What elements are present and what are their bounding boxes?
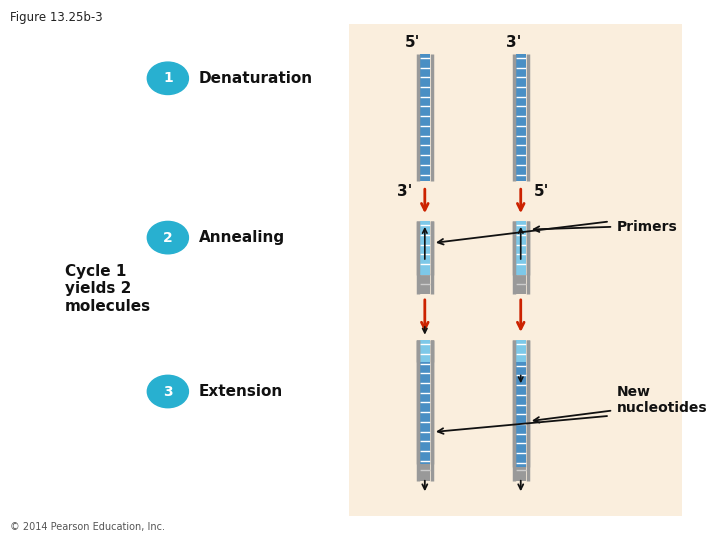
Text: Cycle 1
yields 2
molecules: Cycle 1 yields 2 molecules <box>65 264 151 314</box>
Bar <box>516 221 526 294</box>
Text: New
nucleotides: New nucleotides <box>616 384 707 415</box>
Bar <box>420 221 430 294</box>
Text: 3': 3' <box>506 35 521 50</box>
Bar <box>420 221 430 275</box>
Text: Extension: Extension <box>199 384 283 399</box>
Bar <box>420 340 430 481</box>
Bar <box>420 340 430 464</box>
Text: 5': 5' <box>405 35 420 50</box>
Bar <box>516 362 526 467</box>
Circle shape <box>148 375 189 408</box>
Text: Denaturation: Denaturation <box>199 71 312 86</box>
Text: Figure 13.25b-3: Figure 13.25b-3 <box>10 11 103 24</box>
Circle shape <box>148 62 189 94</box>
Bar <box>516 340 526 481</box>
Bar <box>516 221 526 275</box>
Text: 3: 3 <box>163 384 173 399</box>
Text: 1: 1 <box>163 71 173 85</box>
Circle shape <box>148 221 189 254</box>
Bar <box>420 54 430 181</box>
Text: Annealing: Annealing <box>199 230 285 245</box>
Bar <box>420 340 430 362</box>
Text: 3': 3' <box>397 184 412 199</box>
Bar <box>516 340 526 362</box>
Text: © 2014 Pearson Education, Inc.: © 2014 Pearson Education, Inc. <box>10 522 166 532</box>
Text: 5': 5' <box>534 184 549 199</box>
Text: Primers: Primers <box>616 220 678 234</box>
Bar <box>349 24 682 516</box>
Text: 2: 2 <box>163 231 173 245</box>
Bar <box>516 54 526 181</box>
